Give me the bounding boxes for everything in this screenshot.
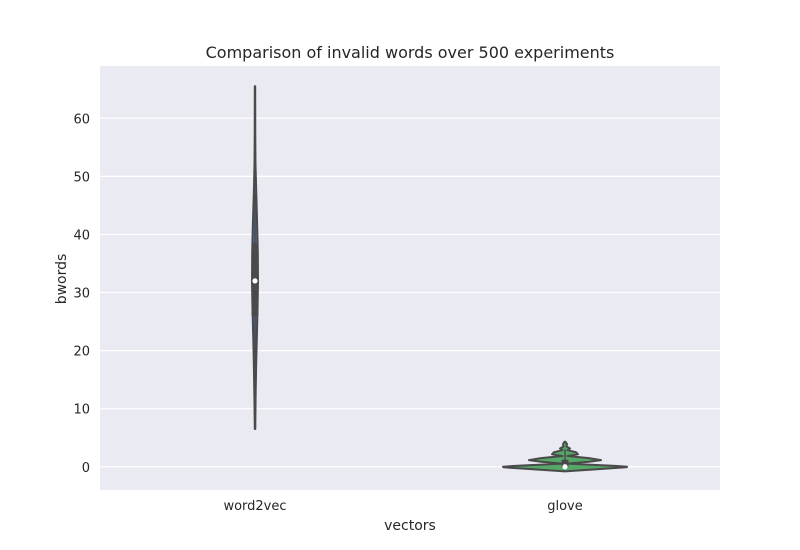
x-axis-label: vectors [384,518,436,534]
violin-iqr-box [561,459,569,467]
y-tick-label: 0 [82,461,90,476]
y-axis-label: bwords [54,254,70,305]
grid-lines [100,117,720,468]
violin-median-point [252,278,258,284]
violin-glove [502,440,628,473]
y-tick-label: 50 [73,170,90,185]
y-tick-label: 20 [73,345,90,360]
y-tick-labels: 0 10 20 30 40 50 60 [73,112,90,475]
x-tick-label: word2vec [223,499,286,514]
x-tick-label: glove [547,499,583,514]
violin-median-point [562,464,568,470]
violin-word2vec [251,85,259,430]
chart-title: Comparison of invalid words over 500 exp… [206,43,615,62]
y-tick-label: 30 [73,287,90,302]
y-tick-label: 60 [73,112,90,127]
x-tick-labels: word2vec glove [223,499,582,514]
plot-background [100,66,720,490]
y-tick-label: 40 [73,228,90,243]
plot-area [100,66,720,490]
violins [251,85,628,473]
y-tick-label: 10 [73,403,90,418]
